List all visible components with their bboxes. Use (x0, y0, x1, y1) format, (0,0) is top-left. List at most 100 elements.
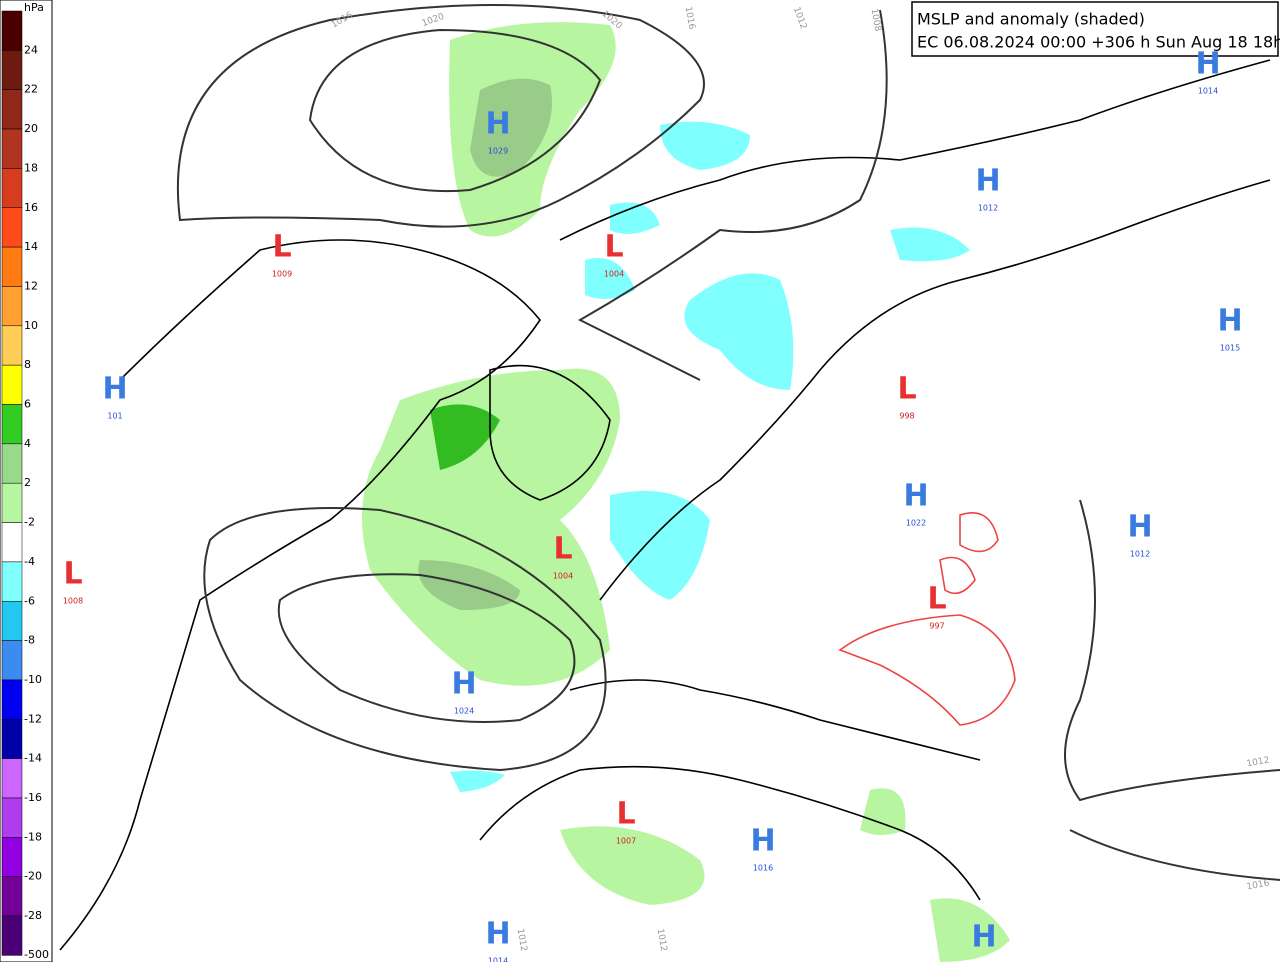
colorbar-label: -2 (24, 516, 35, 529)
anomaly-area (560, 826, 705, 905)
isobar (1064, 499, 1280, 802)
pressure-value: 101 (107, 412, 122, 421)
pressure-center: H (451, 667, 476, 702)
pressure-center: H (975, 164, 1000, 199)
pressure-center: H (903, 479, 928, 514)
colorbar-band (1, 364, 23, 405)
colorbar-band (1, 246, 23, 287)
pressure-center: H (485, 917, 510, 952)
coastline (569, 679, 981, 761)
anomaly-area (860, 788, 906, 835)
pressure-value: 998 (899, 412, 914, 421)
pressure-center: H (1127, 510, 1152, 545)
coastline (489, 364, 611, 501)
isobars (176, 4, 1280, 881)
contour (939, 556, 976, 595)
pressure-value: 1009 (272, 270, 292, 279)
colorbar-label: -18 (24, 830, 42, 843)
colorbar-label: -28 (24, 909, 42, 922)
colorbar-band (1, 168, 23, 208)
colorbar-band (1, 679, 23, 720)
pressure-center: L (897, 372, 916, 407)
isobar (176, 4, 705, 228)
pressure-value: 1004 (604, 270, 624, 279)
colorbar-label: 2 (24, 476, 31, 489)
isobar-label: 1016 (683, 6, 697, 31)
colorbar-band (1, 601, 23, 641)
colorbar-band (1, 640, 23, 681)
colorbar-label: 14 (24, 240, 38, 253)
coastline (599, 179, 1271, 601)
anomaly-area (585, 258, 635, 299)
colorbar-band (1, 89, 23, 130)
pressure-value: 997 (929, 622, 944, 631)
pressure-value: 1014 (1198, 87, 1218, 96)
contour (838, 614, 1016, 726)
pressure-center: L (927, 582, 946, 617)
pressure-center: L (616, 797, 635, 832)
isobar-label: 1012 (655, 928, 669, 952)
isobar (577, 9, 888, 381)
anomaly-area (610, 202, 660, 234)
colorbar-label: 8 (24, 358, 31, 371)
isobar (203, 507, 607, 772)
pressure-value: 1012 (978, 204, 998, 213)
pressure-center: H (102, 372, 127, 407)
colorbar-label: -4 (24, 555, 35, 568)
anomaly-area (430, 404, 500, 470)
colorbar-band (1, 797, 23, 838)
colorbar-band (1, 207, 23, 248)
anomaly-area (362, 368, 620, 686)
colorbar-label: -500 (24, 948, 49, 961)
pressure-center: H (1217, 304, 1242, 339)
coastline (59, 239, 541, 951)
pressure-center: H (750, 824, 775, 859)
isobar-label: 1016 (1246, 879, 1271, 893)
colorbar-band (1, 325, 23, 366)
pressure-value: 1008 (63, 597, 83, 606)
colorbar-band (1, 915, 23, 956)
colorbar-label: 16 (24, 201, 38, 214)
pressure-center: H (1195, 47, 1220, 82)
colorbar-label: -14 (24, 752, 42, 765)
colorbar-band (1, 561, 23, 602)
colorbar-label: 6 (24, 398, 31, 411)
colorbar-band (1, 286, 23, 327)
title: MSLP and anomaly (shaded) (917, 10, 1145, 29)
isobar (1069, 829, 1280, 881)
pressure-value: 1016 (753, 864, 773, 873)
pressure-center: L (553, 532, 572, 567)
pressure-center: L (272, 230, 291, 265)
anomaly-area (890, 227, 970, 262)
anomaly-area (610, 490, 710, 600)
pressure-value: 1014 (488, 957, 508, 962)
colorbar-label: 20 (24, 122, 38, 135)
isobar-label: 1008 (869, 8, 883, 33)
anomaly-area (450, 770, 505, 792)
isobar (308, 28, 602, 193)
pressure-value: 1015 (1220, 344, 1240, 353)
pressure-value: 1022 (906, 519, 926, 528)
pressure-center: L (604, 230, 623, 265)
pressure-center: L (63, 557, 82, 592)
colorbar: 24 22 20 18 16 14 12 10 8 6 4 2 -2 -4 -6 -8 -10 -12 -14 -16… (1, 10, 49, 961)
colorbar-label: 22 (24, 83, 38, 96)
pressure-value: 1004 (553, 572, 573, 581)
isobar-label: 1012 (1246, 756, 1270, 770)
colorbar-band (1, 10, 23, 51)
colorbar-label: 24 (24, 43, 38, 56)
anomaly-area (660, 121, 750, 170)
coastline (479, 765, 981, 901)
colorbar-label: -10 (24, 673, 42, 686)
colorbar-band (1, 876, 23, 917)
isobar-label: 1012 (515, 928, 529, 952)
anomaly-area (470, 78, 552, 177)
coastlines (59, 59, 1271, 951)
colorbar-unit: hPa (24, 1, 44, 14)
subtitle: EC 06.08.2024 00:00 +306 h Sun Aug 18 18… (917, 33, 1280, 52)
low-contours (838, 512, 1016, 726)
colorbar-label: -8 (24, 634, 35, 647)
colorbar-label: -16 (24, 791, 42, 804)
colorbar-band (1, 482, 23, 523)
